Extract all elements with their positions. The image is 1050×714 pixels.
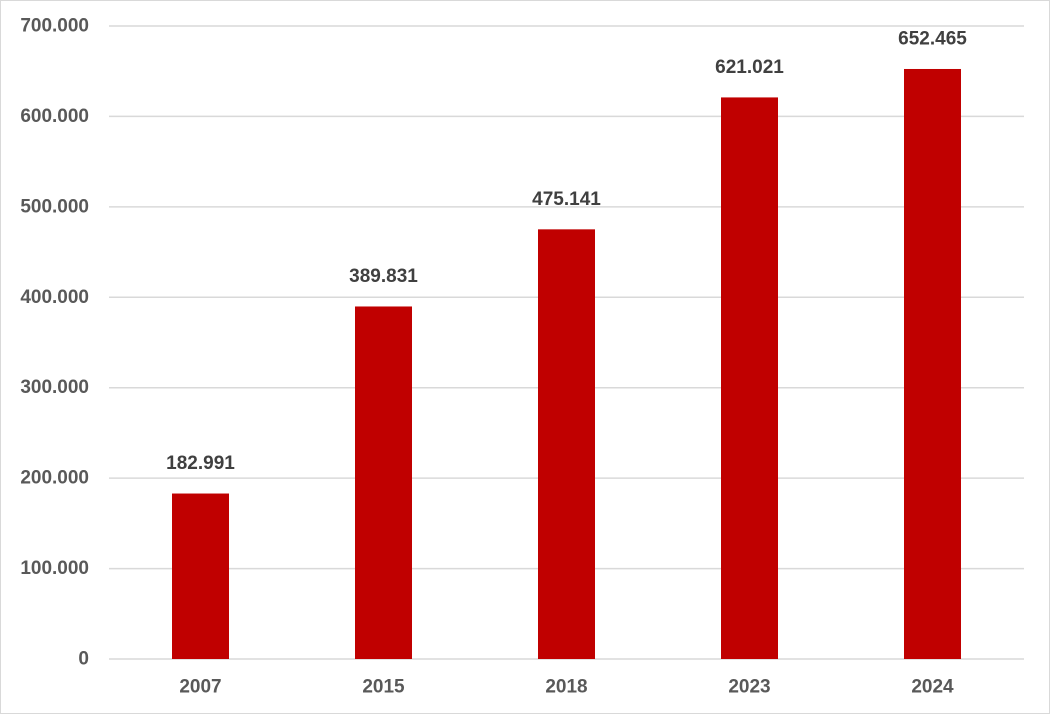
bar-2023	[721, 97, 778, 660]
bar-2007	[172, 493, 229, 659]
data-labels: 182.991 389.831 475.141 621.021 652.465	[166, 28, 967, 474]
data-label-2015: 389.831	[349, 266, 418, 287]
y-tick-label: 700.000	[20, 16, 89, 37]
y-tick-label: 400.000	[20, 287, 89, 308]
x-tick-label-2015: 2015	[362, 677, 405, 698]
y-tick-label: 200.000	[20, 468, 89, 489]
x-tick-label-2023: 2023	[728, 677, 770, 698]
data-label-2018: 475.141	[532, 189, 601, 210]
x-tick-label-2018: 2018	[545, 677, 587, 698]
x-axis-ticks: 2007 2015 2018 2023 2024	[179, 677, 954, 698]
x-tick-label-2007: 2007	[179, 677, 221, 698]
bar-2018	[538, 229, 595, 659]
y-tick-label: 500.000	[20, 196, 89, 217]
bar-2015	[355, 306, 412, 659]
data-label-2024: 652.465	[898, 28, 967, 49]
x-tick-label-2024: 2024	[911, 677, 954, 698]
y-axis-ticks: 0 100.000 200.000 300.000 400.000 500.000 600.…	[20, 16, 89, 670]
bar-2024	[904, 68, 961, 659]
y-tick-label: 0	[78, 649, 89, 670]
data-label-2023: 621.021	[715, 57, 784, 78]
y-tick-label: 100.000	[20, 558, 89, 579]
bars	[172, 68, 961, 660]
y-tick-label: 300.000	[20, 377, 89, 398]
data-label-2007: 182.991	[166, 453, 235, 474]
y-tick-label: 600.000	[20, 106, 89, 127]
